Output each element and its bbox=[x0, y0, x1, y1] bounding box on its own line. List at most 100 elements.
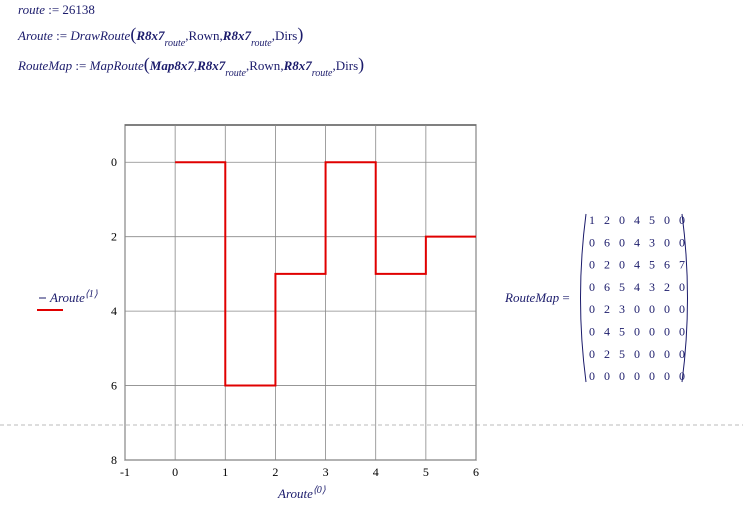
formula-part: Rown bbox=[249, 58, 281, 73]
matrix-cell: 0 bbox=[679, 325, 685, 339]
formula-part: Dirs bbox=[336, 58, 358, 73]
matrix-equals: = bbox=[562, 290, 569, 305]
matrix-cell: 0 bbox=[679, 213, 685, 227]
formula-part: route bbox=[251, 38, 272, 49]
matrix-cell: 0 bbox=[664, 325, 670, 339]
formula-part: RouteMap bbox=[17, 58, 73, 73]
formula-part: , bbox=[246, 58, 249, 73]
matrix-name: RouteMap bbox=[504, 290, 560, 305]
formula-part: R8x7 bbox=[283, 58, 313, 73]
formula-part: , bbox=[220, 28, 223, 43]
formula-part: R8x7 bbox=[196, 58, 226, 73]
y-tick-label: 4 bbox=[111, 304, 117, 318]
matrix-cell: 3 bbox=[649, 235, 655, 249]
matrix-cell: 5 bbox=[649, 213, 655, 227]
matrix-cell: 0 bbox=[649, 302, 655, 316]
matrix-cell: 0 bbox=[679, 280, 685, 294]
y-tick-label: 0 bbox=[111, 155, 117, 169]
matrix-cell: 4 bbox=[634, 280, 640, 294]
x-tick-label: 6 bbox=[473, 465, 479, 479]
formula-part: 26138 bbox=[62, 2, 95, 17]
y-tick-label: 6 bbox=[111, 379, 117, 393]
matrix-cell: 0 bbox=[619, 213, 625, 227]
matrix-label: RouteMap = bbox=[504, 290, 570, 305]
matrix-cell: 0 bbox=[589, 258, 595, 272]
matrix-cell: 0 bbox=[649, 325, 655, 339]
matrix-cell: 2 bbox=[664, 280, 670, 294]
matrix-cell: 3 bbox=[619, 302, 625, 316]
matrix-cell: 0 bbox=[619, 258, 625, 272]
matrix-cell: 2 bbox=[604, 302, 610, 316]
matrix-cell: 0 bbox=[634, 325, 640, 339]
formula-part: , bbox=[194, 58, 197, 73]
formula-part: , bbox=[332, 58, 335, 73]
matrix-cell: 0 bbox=[679, 347, 685, 361]
x-label-superscript: ⟨0⟩ bbox=[313, 485, 326, 496]
matrix-cell: 0 bbox=[679, 369, 685, 383]
matrix-cell: 4 bbox=[634, 235, 640, 249]
matrix-cell: 5 bbox=[619, 347, 625, 361]
legend-label: Aroute⟨1⟩ bbox=[49, 289, 98, 306]
matrix-cell: 0 bbox=[664, 213, 670, 227]
matrix-cell: 6 bbox=[664, 258, 670, 272]
matrix-cell: 4 bbox=[634, 258, 640, 272]
formula-part: Dirs bbox=[275, 28, 297, 43]
matrix-cell: 0 bbox=[679, 302, 685, 316]
formula-part: route bbox=[225, 68, 246, 79]
formula-part: MapRoute bbox=[89, 58, 144, 73]
matrix-cell: 0 bbox=[634, 302, 640, 316]
formula-part: , bbox=[185, 28, 188, 43]
matrix-cell: 0 bbox=[604, 369, 610, 383]
formula-part: ( bbox=[130, 24, 136, 45]
x-tick-label: 0 bbox=[172, 465, 178, 479]
plot: -1 0 1 2 3 4 5 6 0 2 4 6 8 bbox=[111, 124, 479, 479]
matrix-cell: 2 bbox=[604, 213, 610, 227]
matrix-cell: 5 bbox=[619, 325, 625, 339]
matrix-bracket bbox=[681, 213, 688, 383]
matrix-cell: 3 bbox=[649, 280, 655, 294]
matrix-cell: 1 bbox=[589, 213, 595, 227]
x-tick-label: -1 bbox=[120, 465, 130, 479]
formula-part: Aroute bbox=[17, 28, 53, 43]
formula-part: R8x7 bbox=[222, 28, 252, 43]
formula-part: route bbox=[312, 68, 333, 79]
matrix-cell: 0 bbox=[649, 347, 655, 361]
x-tick-label: 2 bbox=[272, 465, 278, 479]
matrix-cell: 5 bbox=[619, 280, 625, 294]
formula-part: := bbox=[48, 2, 59, 17]
matrix-cell: 0 bbox=[589, 302, 595, 316]
formula-part: , bbox=[280, 58, 283, 73]
formula-part: R8x7 bbox=[135, 28, 165, 43]
legend-name: Aroute bbox=[49, 290, 85, 305]
x-axis-label: Aroute⟨0⟩ bbox=[277, 485, 326, 502]
x-tick-label: 1 bbox=[222, 465, 228, 479]
formula-part: ( bbox=[144, 54, 150, 75]
x-tick-label: 3 bbox=[323, 465, 329, 479]
formula-part: Rown bbox=[188, 28, 220, 43]
matrix-cell: 6 bbox=[604, 280, 610, 294]
matrix-cell: 7 bbox=[679, 258, 685, 272]
y-tick-label: 8 bbox=[111, 453, 117, 467]
matrix-cell: 0 bbox=[589, 235, 595, 249]
matrix-cell: 6 bbox=[604, 235, 610, 249]
x-tick-label: 5 bbox=[423, 465, 429, 479]
matrix-cell: 0 bbox=[589, 280, 595, 294]
matrix-cell: 0 bbox=[679, 235, 685, 249]
formula-part: DrawRoute bbox=[69, 28, 130, 43]
matrix-cell: 0 bbox=[634, 369, 640, 383]
matrix-cell: 0 bbox=[634, 347, 640, 361]
data-line bbox=[175, 161, 476, 387]
x-label-name: Aroute bbox=[277, 486, 313, 501]
matrix-cell: 0 bbox=[589, 347, 595, 361]
matrix-bracket bbox=[580, 213, 587, 383]
matrix-cell: 0 bbox=[649, 369, 655, 383]
formula-part: ) bbox=[358, 54, 364, 75]
matrix-cell: 0 bbox=[619, 369, 625, 383]
matrix-cell: 0 bbox=[619, 235, 625, 249]
matrix-cell: 4 bbox=[634, 213, 640, 227]
formula-part: , bbox=[272, 28, 275, 43]
matrix-cell: 5 bbox=[649, 258, 655, 272]
formula: RouteMap := MapRoute(Map8x7,R8x7route,Ro… bbox=[17, 54, 364, 79]
